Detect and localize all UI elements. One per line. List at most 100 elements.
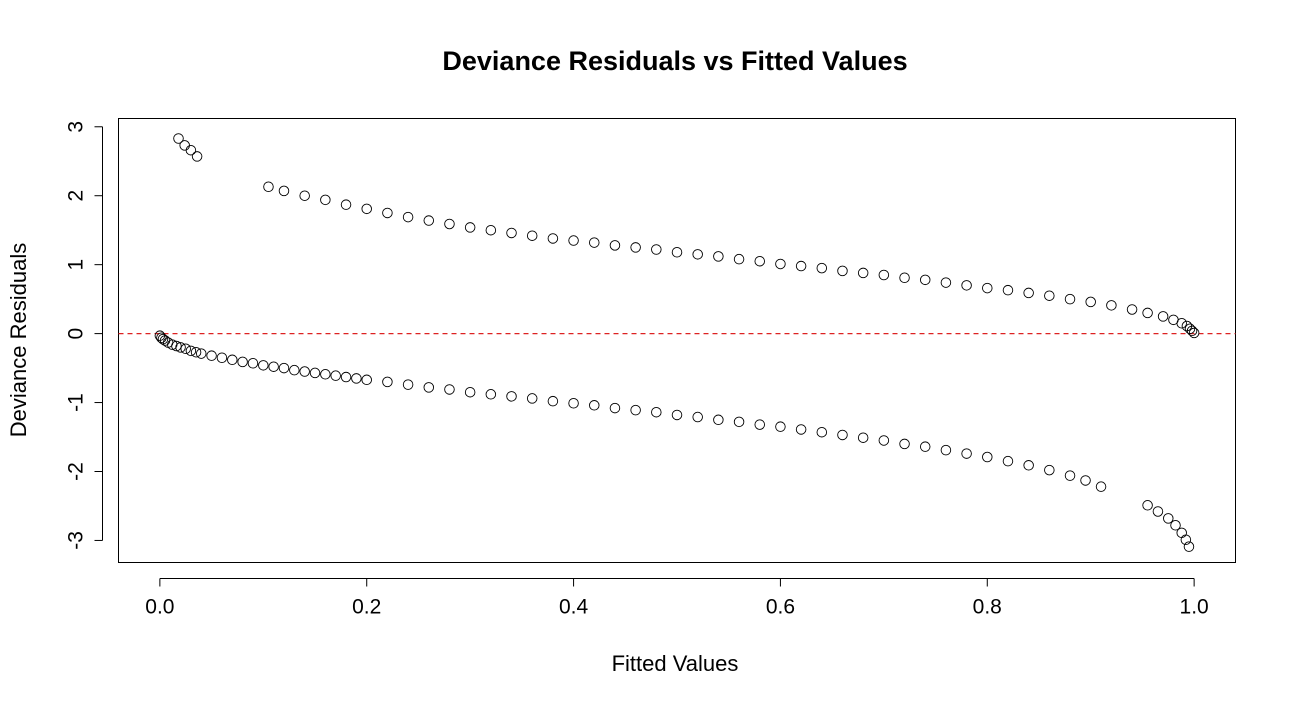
data-point (526, 230, 538, 241)
x-tick-label: 1.0 (1180, 596, 1209, 619)
data-point (589, 237, 600, 248)
data-point (1023, 287, 1034, 299)
data-point (1044, 464, 1055, 476)
data-point (589, 400, 600, 411)
data-point (713, 251, 724, 262)
data-point (464, 386, 476, 398)
data-point (1044, 290, 1055, 301)
data-point (361, 374, 372, 386)
x-tick-label: 0.2 (352, 596, 381, 619)
data-point (775, 258, 786, 270)
data-point (1176, 318, 1187, 329)
data-point (940, 444, 952, 456)
y-tick-label: -1 (65, 393, 88, 412)
data-point (919, 441, 931, 452)
data-point (733, 253, 745, 265)
chart-title: Deviance Residuals vs Fitted Values (442, 46, 907, 76)
x-tick-label: 0.4 (559, 596, 589, 619)
data-point (299, 366, 310, 377)
data-point (692, 249, 703, 260)
data-point (1157, 311, 1169, 322)
data-point (547, 233, 559, 244)
x-tick-label: 0.8 (973, 596, 1002, 619)
data-point (289, 364, 300, 376)
y-axis: -3 -2 -1 0 1 2 3 (65, 121, 103, 550)
data-point (402, 379, 414, 390)
data-point (191, 151, 203, 162)
data-point (180, 343, 191, 355)
data-point (754, 255, 765, 267)
data-point (190, 346, 202, 358)
data-point (320, 194, 331, 206)
data-point (171, 340, 182, 352)
y-tick-label: 0 (65, 328, 88, 340)
y-axis-label: Deviance Residuals (6, 243, 31, 437)
data-point (173, 133, 184, 144)
data-point (837, 429, 848, 441)
data-point (216, 352, 228, 363)
data-point (237, 356, 248, 368)
data-point (382, 376, 393, 388)
data-point (1023, 460, 1034, 471)
data-point (568, 235, 579, 246)
data-point (857, 267, 869, 279)
x-axis-label: Fitted Values (612, 651, 739, 676)
data-point (961, 280, 972, 291)
data-point (309, 367, 321, 379)
data-point (609, 240, 621, 251)
data-point (1176, 527, 1187, 539)
data-point (982, 282, 993, 294)
data-point (651, 406, 662, 418)
data-point (816, 262, 828, 274)
data-point (878, 435, 890, 446)
data-point (278, 185, 290, 197)
data-point (1106, 300, 1117, 311)
data-point (485, 389, 497, 400)
data-point (754, 419, 765, 430)
data-point (899, 438, 910, 450)
data-point (547, 395, 559, 407)
data-point (195, 348, 207, 359)
data-point (671, 409, 683, 421)
data-point (692, 411, 703, 423)
data-point (157, 333, 169, 345)
y-tick-label: 2 (65, 190, 88, 202)
data-point (1170, 520, 1181, 531)
data-point (485, 224, 497, 236)
data-point (713, 414, 724, 426)
data-point (330, 370, 341, 381)
data-point (1002, 455, 1014, 467)
data-point (351, 373, 362, 384)
data-point (878, 269, 890, 281)
data-point (206, 350, 217, 361)
y-tick-label: 1 (65, 259, 88, 271)
data-point (320, 369, 331, 380)
data-point (299, 190, 310, 201)
data-point (630, 404, 641, 416)
plot-frame (118, 118, 1236, 563)
data-point (1186, 325, 1198, 337)
data-point (185, 345, 197, 357)
data-point (268, 361, 279, 372)
data-point (919, 274, 931, 286)
points-layer (154, 133, 1200, 552)
data-point (982, 451, 993, 463)
data-point (382, 207, 393, 219)
data-point (444, 384, 455, 395)
data-point (1085, 296, 1096, 308)
data-point (795, 424, 807, 435)
data-point (1180, 534, 1192, 546)
data-point (247, 358, 259, 369)
data-point (423, 382, 435, 393)
data-point (402, 211, 414, 223)
data-point (795, 260, 807, 272)
data-point (179, 140, 190, 151)
data-point (816, 426, 828, 438)
data-point (775, 421, 786, 432)
data-point (340, 199, 352, 210)
x-tick-label: 0.0 (145, 596, 174, 619)
data-point (423, 215, 435, 226)
data-point (464, 222, 476, 233)
